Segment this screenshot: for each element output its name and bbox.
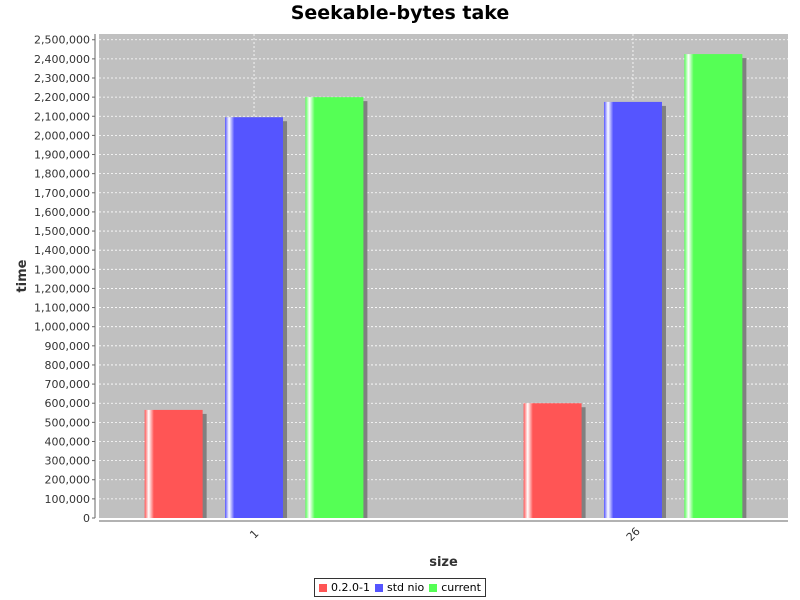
y-axis-title: time xyxy=(15,259,30,292)
bar-current-26 xyxy=(684,54,743,519)
legend-swatch xyxy=(319,583,327,592)
y-tick-label: 400,000 xyxy=(45,435,91,448)
y-tick-label: 1,600,000 xyxy=(34,206,90,219)
y-tick-label: 1,900,000 xyxy=(34,149,90,162)
y-tick-label: 100,000 xyxy=(45,493,91,506)
y-tick-label: 1,000,000 xyxy=(34,321,90,334)
x-tick-label: 26 xyxy=(624,525,643,544)
legend-item: std nio xyxy=(374,581,425,594)
y-tick-label: 800,000 xyxy=(45,359,91,372)
y-tick-label: 2,300,000 xyxy=(34,72,90,85)
y-tick-label: 1,700,000 xyxy=(34,187,90,200)
x-axis-title: size xyxy=(429,555,458,570)
y-tick-label: 1,500,000 xyxy=(34,225,90,238)
y-tick-label: 1,300,000 xyxy=(34,263,90,276)
y-tick-label: 300,000 xyxy=(45,455,91,468)
legend-swatch xyxy=(429,583,438,592)
legend-item: current xyxy=(429,581,481,594)
y-tick-label: 2,400,000 xyxy=(34,53,90,66)
y-tick-label: 1,800,000 xyxy=(34,168,90,181)
y-tick-label: 900,000 xyxy=(45,340,91,353)
y-tick-label: 0 xyxy=(83,512,90,525)
legend-label: current xyxy=(441,581,481,594)
legend-label: std nio xyxy=(386,581,425,594)
y-tick-label: 2,100,000 xyxy=(34,110,90,123)
y-tick-label: 700,000 xyxy=(45,378,91,391)
y-tick-label: 600,000 xyxy=(45,397,91,410)
legend-item: 0.2.0-1 xyxy=(319,581,370,594)
y-tick-label: 2,500,000 xyxy=(34,34,90,47)
bar-0.2.0-1-26 xyxy=(523,403,582,518)
plot-area xyxy=(99,34,788,518)
bar-std nio-1 xyxy=(225,117,284,518)
y-tick-label: 1,400,000 xyxy=(34,244,90,257)
chart-legend: 0.2.0-1 std nio current xyxy=(314,578,486,597)
chart-title: Seekable-bytes take xyxy=(290,2,510,24)
x-tick-label: 1 xyxy=(247,527,261,541)
bar-0.2.0-1-1 xyxy=(144,409,203,518)
y-tick-label: 500,000 xyxy=(45,416,91,429)
legend-label: 0.2.0-1 xyxy=(331,581,370,594)
y-tick-label: 2,000,000 xyxy=(34,129,90,142)
bar-std nio-26 xyxy=(603,101,662,519)
y-tick-label: 200,000 xyxy=(45,474,91,487)
bar-current-1 xyxy=(305,97,364,518)
legend-swatch xyxy=(374,583,383,592)
y-tick-label: 1,200,000 xyxy=(34,282,90,295)
y-tick-label: 2,200,000 xyxy=(34,91,90,104)
y-tick-label: 1,100,000 xyxy=(34,302,90,315)
